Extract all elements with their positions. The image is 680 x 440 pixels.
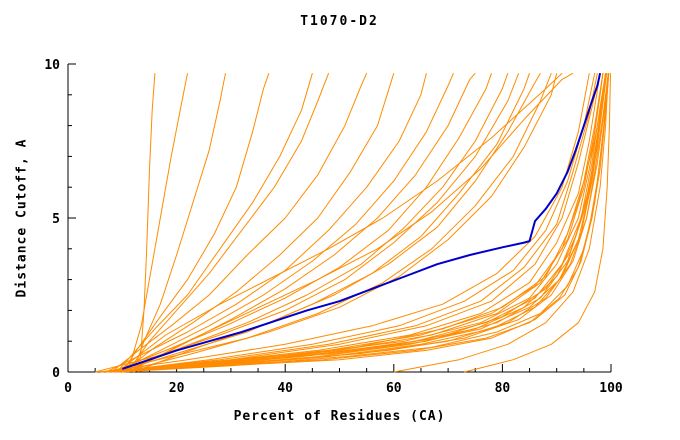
x-tick-label: 60 bbox=[386, 381, 402, 396]
model-line-42 bbox=[127, 72, 574, 373]
chart-title: T1070-D2 bbox=[300, 14, 379, 29]
y-tick-label: 10 bbox=[44, 58, 60, 73]
model-line-23 bbox=[100, 73, 601, 373]
model-line-39 bbox=[464, 73, 611, 373]
model-line-22 bbox=[116, 73, 601, 373]
model-line-05 bbox=[116, 73, 313, 373]
model-line-26 bbox=[122, 73, 604, 373]
model-line-14 bbox=[95, 73, 520, 373]
model-line-27 bbox=[100, 73, 607, 373]
model-line-19 bbox=[100, 73, 590, 373]
model-line-12 bbox=[111, 73, 492, 373]
y-axis-label: Distance Cutoff, A bbox=[14, 138, 30, 298]
y-tick-label: 5 bbox=[52, 212, 60, 227]
model-line-31 bbox=[100, 73, 607, 373]
y-tick-label: 0 bbox=[52, 366, 60, 381]
model-line-41 bbox=[116, 72, 563, 373]
model-line-35 bbox=[95, 73, 609, 373]
x-tick-label: 40 bbox=[277, 381, 293, 396]
x-tick-label: 20 bbox=[169, 381, 185, 396]
model-line-20 bbox=[111, 73, 596, 373]
x-tick-label: 100 bbox=[599, 381, 623, 396]
model-line-06 bbox=[127, 73, 330, 373]
model-line-37 bbox=[111, 73, 610, 373]
model-line-17 bbox=[105, 73, 552, 373]
model-line-10 bbox=[116, 73, 454, 373]
model-line-08 bbox=[121, 73, 395, 373]
model-line-13 bbox=[122, 73, 509, 373]
model-line-40 bbox=[393, 73, 609, 373]
x-tick-label: 0 bbox=[64, 381, 72, 396]
x-tick-label: 80 bbox=[495, 381, 511, 396]
model-line-04 bbox=[121, 73, 270, 373]
highlight-model-line bbox=[121, 72, 602, 370]
model-line-38 bbox=[105, 73, 609, 373]
model-line-02 bbox=[127, 73, 188, 373]
model-line-21 bbox=[105, 73, 598, 373]
model-line-25 bbox=[105, 73, 604, 373]
model-line-29 bbox=[105, 73, 607, 373]
model-line-07 bbox=[111, 72, 368, 373]
model-line-18 bbox=[122, 73, 558, 373]
model-line-09 bbox=[105, 73, 427, 373]
x-axis-label: Percent of Residues (CA) bbox=[233, 409, 446, 424]
